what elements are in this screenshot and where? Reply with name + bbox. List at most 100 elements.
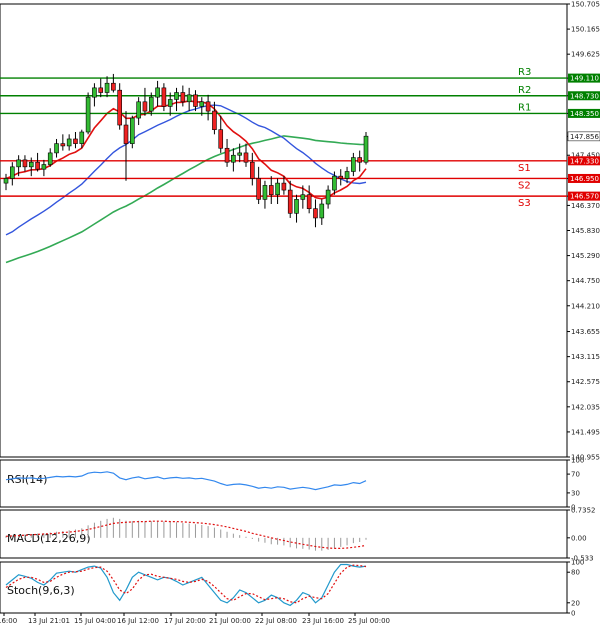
level-price-tag: 148.730 [570,92,599,100]
price-y-tick-label: 146.370 [571,202,600,210]
level-price-tag-bg [568,156,600,166]
level-price-tag: 147.330 [570,157,599,165]
price-pane: 150.705 150.165 149.625 149.110 148.730 148.3… [0,1,600,462]
candle-up [47,152,53,165]
candle-up [92,87,97,98]
level-name-s2: S2 [518,180,531,191]
price-y-tick-label: 144.750 [571,277,600,285]
ma-red-line [5,99,367,200]
ma-green-line [5,135,367,264]
level-price-tag: 146.950 [570,175,599,183]
candle-up [199,101,205,107]
rsi-y-tick-label: 30 [571,489,580,497]
candle-up [186,94,192,103]
candle-down [111,82,116,91]
time-tick-label: 13 Jul 21:01 [28,617,70,625]
level-price-tag-bg [568,173,600,183]
level-name-s3: S3 [518,198,531,209]
stoch-y-tick-label: 20 [571,599,580,607]
candle-up [237,152,242,156]
candle-down [268,185,274,196]
current-price-tag-bg [567,131,600,142]
rsi-title: RSI(14) [7,473,47,486]
candle-down [357,157,362,163]
candle-up [66,138,72,147]
candle-down [338,175,344,179]
candle-up [325,189,331,205]
candle-up [363,135,369,163]
level-price-tag-bg [568,91,600,101]
time-tick-label: 23 Jul 16:00 [302,617,344,625]
candle-up [351,157,356,172]
candle-up [167,99,173,107]
candle-up [231,154,236,163]
stoch-y-tick-label: 100 [571,559,584,567]
candle-down [22,159,28,168]
candle-up [16,159,21,168]
macd-frame [0,509,568,559]
candle-down [180,92,186,103]
candle-down [281,182,287,191]
price-y-tick-label: 145.830 [571,227,600,235]
price-y-tick-label: 144.210 [571,302,600,310]
candle-down [224,147,230,163]
rsi-frame [0,459,568,508]
candle-up [294,199,299,214]
candle-down [98,87,104,93]
rsi-y-tick-label: 0 [571,504,575,512]
macd-pane: MACD(12,26,9) 0.7352 0.00 -0.533 [0,507,596,563]
candle-up [300,194,306,200]
time-tick-label: 16 Jul 12:00 [117,617,159,625]
price-y-tick-label: 150.165 [571,26,600,34]
level-price-tag-bg [568,73,600,83]
candle-up [136,101,141,119]
candle-down [287,189,293,214]
price-y-tick-label: 145.290 [571,252,600,260]
candle-down [60,143,66,147]
stoch-y-tick-label: 80 [571,569,580,577]
time-tick-label: 15 Jul 04:00 [74,617,116,625]
candle-up [262,185,268,200]
stoch-title: Stoch(9,6,3) [7,584,75,597]
level-price-tag-bg [568,108,600,118]
time-tick-label: 25 Jul 00:00 [348,617,390,625]
candle-down [243,152,249,163]
level-price-tag: 148.350 [570,110,599,118]
level-price-tag-bg [568,191,600,201]
candle-down [35,161,40,170]
candle-up [319,203,325,219]
candle-down [313,208,318,219]
candle-down [205,101,211,112]
current-price-tag: 147.856 [570,133,599,141]
rsi-line [5,471,367,491]
level-price-tag: 146.570 [570,193,599,201]
candle-up [3,178,9,184]
stoch-y-tick-label: 0 [571,610,575,618]
candle-down [218,129,224,149]
candle-down [256,178,261,200]
candle-up [174,92,179,100]
level-name-s1: S1 [518,163,531,174]
stoch-k-line [5,563,367,607]
candle-up [104,82,110,93]
price-y-tick-label: 142.035 [571,403,600,411]
candle-up [85,96,91,133]
candle-down [306,194,312,209]
candle-up [155,87,160,98]
candle-up [275,182,280,196]
stoch-pane: Stoch(9,6,3) 100 80 20 0 [0,559,584,618]
candle-up [344,171,350,179]
time-tick-label: 21 Jul 00:00 [209,617,251,625]
price-y-tick-label: 143.655 [571,328,600,336]
macd-signal-line [5,520,367,549]
macd-title: MACD(12,26,9) [7,532,91,545]
candle-up [130,117,135,144]
price-y-tick-label: 140.955 [571,454,600,462]
candle-up [41,164,47,170]
stoch-d-line [5,564,367,604]
price-y-tick-label: 143.115 [571,353,600,361]
candle-down [193,94,198,107]
time-tick-label: 17 Jul 20:00 [164,617,206,625]
time-tick-label: 16:00 [0,617,17,625]
candle-down [250,161,255,179]
